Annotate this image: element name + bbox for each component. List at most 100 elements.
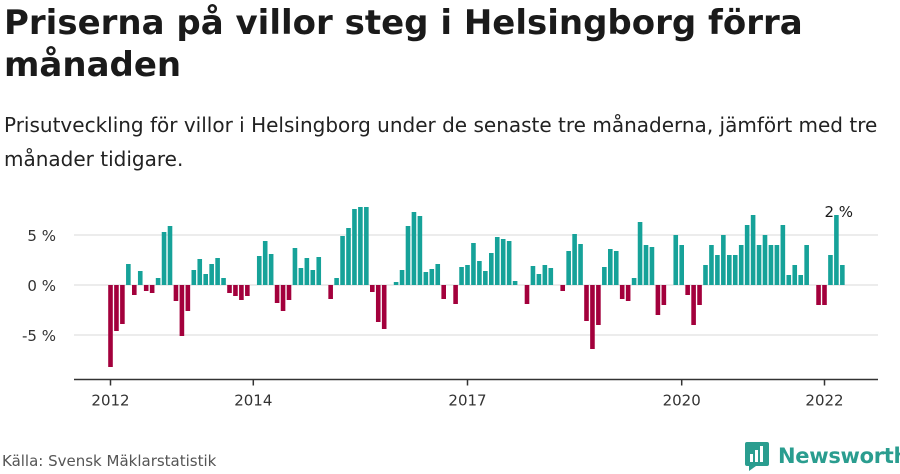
bar xyxy=(506,241,512,285)
bar xyxy=(161,232,167,285)
bar xyxy=(560,285,565,291)
bar xyxy=(334,278,339,285)
bar xyxy=(685,285,690,295)
bar xyxy=(649,247,655,285)
bar xyxy=(411,212,417,285)
bars-group xyxy=(108,207,845,367)
bar xyxy=(483,271,488,285)
bar xyxy=(697,285,702,305)
bar xyxy=(417,216,423,285)
bar xyxy=(328,285,333,299)
bar xyxy=(584,285,589,321)
bar xyxy=(637,222,643,285)
y-tick-label: 0 % xyxy=(27,277,56,295)
x-tick-label: 2014 xyxy=(234,392,272,410)
bar xyxy=(126,264,131,285)
bar xyxy=(352,209,357,285)
bar xyxy=(429,269,435,285)
bar xyxy=(405,226,411,285)
bar xyxy=(590,285,595,349)
bar xyxy=(108,285,113,367)
bar xyxy=(762,235,768,285)
bar xyxy=(602,267,607,285)
bar xyxy=(631,278,637,285)
bar xyxy=(364,207,369,285)
bar xyxy=(233,285,238,296)
y-tick-label: 5 % xyxy=(27,227,56,245)
chart-subtitle: Prisutveckling för villor i Helsingborg … xyxy=(4,113,878,171)
x-tick-label: 2020 xyxy=(663,392,701,410)
bar xyxy=(477,261,482,285)
bar xyxy=(143,285,149,291)
bar xyxy=(798,275,803,285)
bar xyxy=(465,265,470,285)
bar xyxy=(596,285,601,325)
bar xyxy=(524,285,530,304)
bar xyxy=(435,264,441,285)
bar xyxy=(286,285,292,300)
bar xyxy=(828,255,833,285)
newsworthy-logo-icon xyxy=(745,442,769,471)
bar xyxy=(661,285,667,305)
bar xyxy=(155,278,161,285)
bar xyxy=(203,274,208,285)
bar xyxy=(738,245,744,285)
bar xyxy=(173,285,179,301)
bar xyxy=(120,285,125,324)
bar xyxy=(643,245,649,285)
bar xyxy=(268,254,274,285)
bar xyxy=(132,285,137,295)
bar xyxy=(625,285,631,301)
bar xyxy=(840,265,845,285)
bar xyxy=(548,268,554,285)
bar xyxy=(167,226,173,285)
bar xyxy=(512,281,518,285)
bar xyxy=(489,253,494,285)
bar xyxy=(715,255,720,285)
bar xyxy=(613,251,619,285)
bar xyxy=(655,285,661,315)
bar xyxy=(578,244,583,285)
bar xyxy=(399,270,405,285)
bar xyxy=(179,285,185,336)
bar xyxy=(316,257,322,285)
bar xyxy=(239,285,244,300)
value-annotation: 2 % xyxy=(824,203,853,221)
bar xyxy=(298,268,304,285)
brand-logo[interactable]: Newsworthy xyxy=(744,440,900,472)
bar xyxy=(375,285,381,322)
bar xyxy=(679,245,684,285)
bar xyxy=(197,259,203,285)
bar xyxy=(721,235,726,285)
bar xyxy=(393,282,399,285)
bar xyxy=(137,271,143,285)
bar xyxy=(185,285,191,311)
bar xyxy=(709,245,714,285)
bar xyxy=(566,251,571,285)
bar xyxy=(358,207,363,285)
bar xyxy=(304,258,310,285)
bar xyxy=(619,285,625,299)
x-tick-label: 2012 xyxy=(91,392,129,410)
bar xyxy=(340,236,345,285)
bar xyxy=(780,225,786,285)
bar xyxy=(744,225,750,285)
bar xyxy=(572,234,577,285)
bar xyxy=(774,245,780,285)
bar xyxy=(381,285,387,329)
bar xyxy=(792,265,798,285)
bar xyxy=(274,285,280,303)
bar xyxy=(786,275,792,285)
chart-title: Priserna på villor steg i Helsingborg fö… xyxy=(4,3,803,85)
x-tick-label: 2017 xyxy=(448,392,486,410)
bar xyxy=(756,245,762,285)
y-tick-label: -5 % xyxy=(22,327,56,345)
bar xyxy=(215,258,220,285)
bar xyxy=(536,274,542,285)
bar xyxy=(500,239,506,285)
bar xyxy=(542,265,548,285)
bar xyxy=(703,265,708,285)
brand-name: Newsworthy xyxy=(778,444,900,468)
bar xyxy=(209,264,214,285)
bar xyxy=(280,285,286,311)
